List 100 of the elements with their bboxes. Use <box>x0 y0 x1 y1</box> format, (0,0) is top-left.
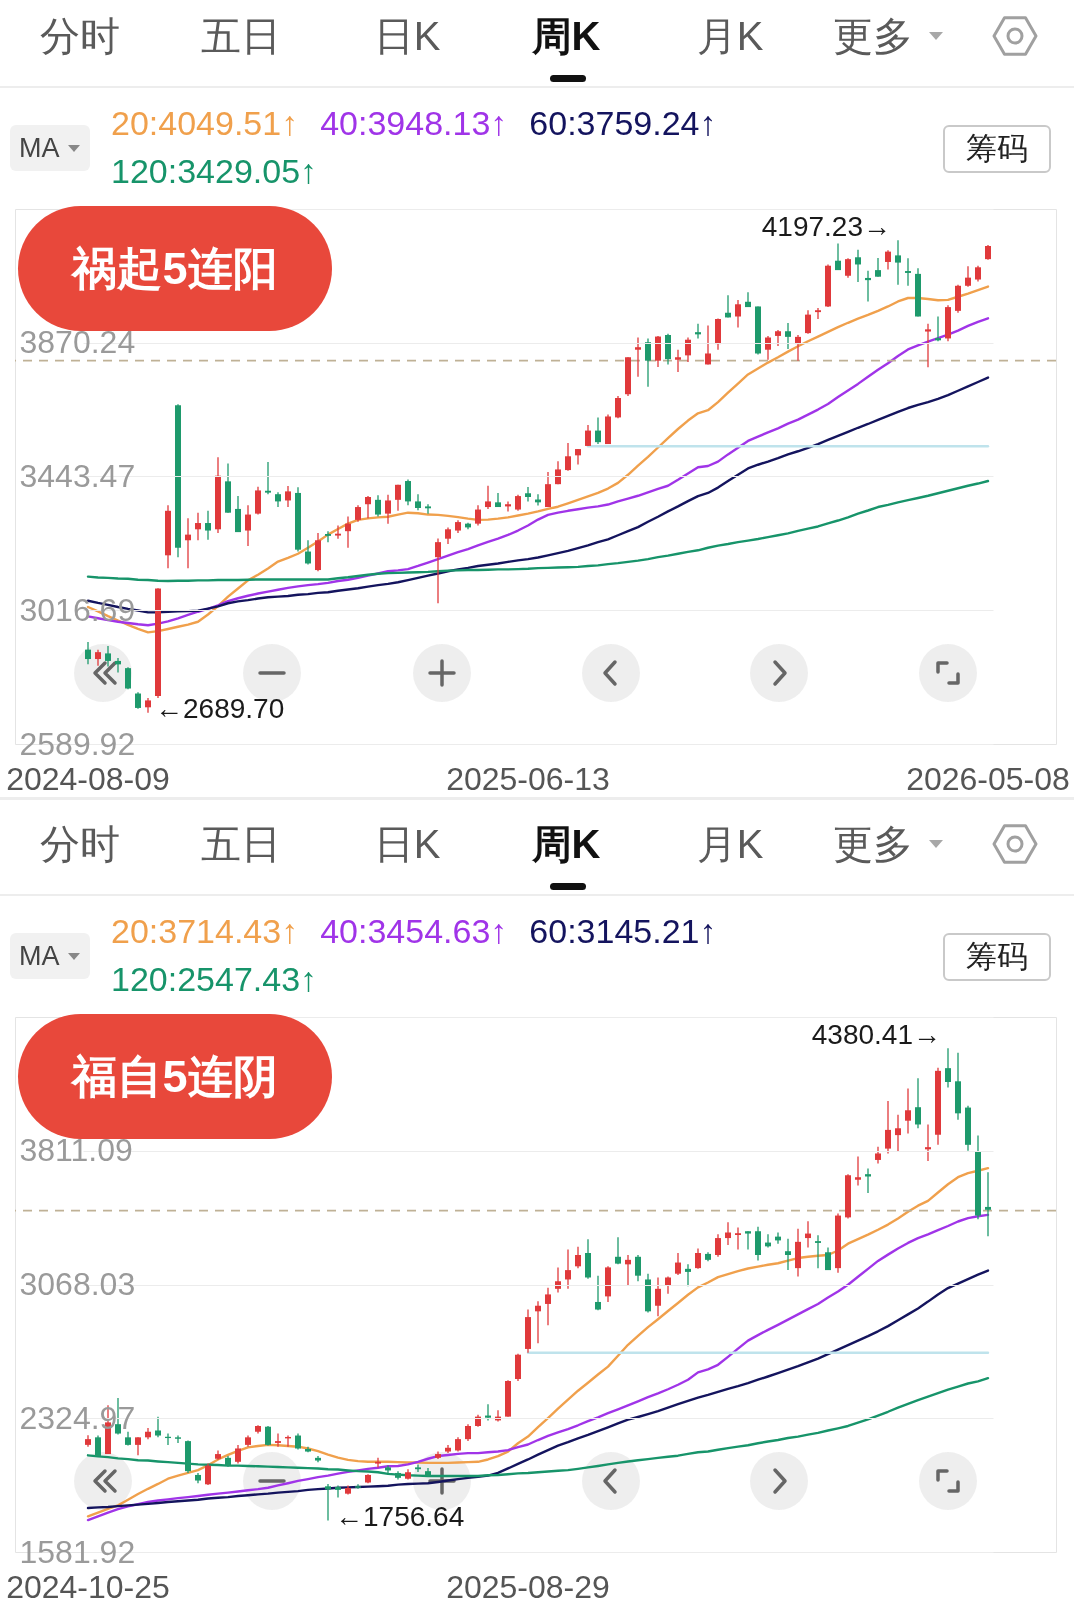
text: 60:3759.24↑ <box>529 103 717 144</box>
candlestick <box>325 530 331 543</box>
candlestick <box>905 1087 911 1135</box>
candlestick <box>715 1233 721 1258</box>
candlestick <box>155 1415 161 1438</box>
candlestick <box>855 1155 861 1187</box>
candlestick <box>345 515 351 549</box>
candlestick <box>865 1167 871 1194</box>
candlestick <box>275 1432 281 1448</box>
candlestick <box>765 335 771 361</box>
candlestick <box>195 512 201 541</box>
text: 日K <box>373 821 441 868</box>
candlestick <box>545 471 551 508</box>
text: 月K <box>696 821 764 868</box>
candlestick <box>505 500 511 513</box>
candlestick <box>635 336 641 378</box>
candlestick <box>885 249 891 271</box>
pill: 祸起5连阳 <box>18 206 332 331</box>
candlestick <box>775 329 781 347</box>
candlestick <box>735 1226 741 1251</box>
text: 周K <box>531 13 601 60</box>
candlestick <box>425 503 431 515</box>
candlestick <box>495 492 501 508</box>
candlestick <box>575 448 581 466</box>
candlestick <box>675 1252 681 1276</box>
candlestick <box>845 257 851 279</box>
candlestick <box>325 1483 331 1522</box>
button: 筹码 <box>943 125 1051 173</box>
candlestick <box>695 1247 701 1270</box>
candlestick <box>935 315 941 342</box>
text: 40:3948.13↑ <box>320 103 508 144</box>
pill: 福自5连阴 <box>18 1014 332 1139</box>
candlestick <box>255 486 261 516</box>
candlestick <box>205 510 211 541</box>
annotation: ←2689.70 <box>155 692 285 724</box>
candlestick <box>815 1234 821 1269</box>
y-tick-label: 1581.92 <box>19 1533 136 1570</box>
text: 周K <box>531 821 601 868</box>
candlestick <box>485 485 491 510</box>
candlestick <box>905 257 911 287</box>
candlestick <box>335 1484 341 1499</box>
x-tick-label: 2026-05-08 <box>906 760 1070 797</box>
x-tick-label: 2024-10-25 <box>6 1568 170 1605</box>
candlestick <box>835 242 841 271</box>
text: 五日 <box>201 13 281 60</box>
candlestick <box>685 1263 691 1287</box>
candlestick <box>865 270 871 303</box>
candlestick <box>365 495 371 519</box>
candlestick <box>235 1444 241 1465</box>
candlestick <box>555 1266 561 1294</box>
candlestick <box>745 291 751 308</box>
candlestick <box>305 539 311 566</box>
button: 筹码 <box>943 933 1051 981</box>
x-tick-label: 2025-08-29 <box>446 1568 610 1605</box>
annotation: ←1756.64 <box>335 1500 465 1532</box>
text: 分时 <box>40 821 120 868</box>
candlestick <box>895 239 901 286</box>
candlestick <box>395 484 401 512</box>
candlestick <box>565 442 571 472</box>
text: 五日 <box>201 821 281 868</box>
candlestick <box>615 1236 621 1265</box>
candlestick <box>205 1462 211 1486</box>
candlestick <box>265 1425 271 1447</box>
candlestick <box>565 1248 571 1290</box>
candlestick <box>745 1230 751 1251</box>
candlestick <box>375 1457 381 1469</box>
candlestick <box>335 524 341 540</box>
candlestick <box>735 299 741 329</box>
candlestick <box>475 504 481 527</box>
candlestick <box>355 1483 361 1490</box>
candlestick <box>885 1100 891 1155</box>
annotation: 4197.23→ <box>761 211 891 243</box>
candlestick <box>965 265 971 288</box>
candlestick <box>655 1276 661 1317</box>
candlestick <box>705 324 711 366</box>
y-tick-label: 3443.47 <box>19 458 136 494</box>
text: 月K <box>696 13 764 60</box>
x-tick-label: 2025-06-13 <box>446 760 610 797</box>
y-tick-label: 3068.03 <box>19 1266 136 1302</box>
candlestick <box>725 1221 731 1246</box>
candlestick <box>695 323 701 340</box>
candlestick <box>105 645 111 668</box>
candlestick <box>385 494 391 525</box>
candlestick <box>945 1047 951 1089</box>
text: 40:3454.63↑ <box>320 911 508 952</box>
text: 分时 <box>40 13 120 60</box>
candlestick <box>235 495 241 533</box>
candlestick <box>785 322 791 350</box>
candlestick <box>375 494 381 518</box>
text: 60:3145.21↑ <box>529 911 717 952</box>
candlestick <box>285 485 291 508</box>
candlestick <box>815 307 821 320</box>
candlestick <box>575 1246 581 1269</box>
candlestick <box>755 1226 761 1262</box>
candlestick <box>595 1275 601 1311</box>
text: 20:3714.43↑ <box>111 911 299 952</box>
candlestick <box>175 1434 181 1444</box>
candlestick <box>405 478 411 506</box>
candlestick <box>985 1171 991 1237</box>
candlestick <box>525 486 531 503</box>
